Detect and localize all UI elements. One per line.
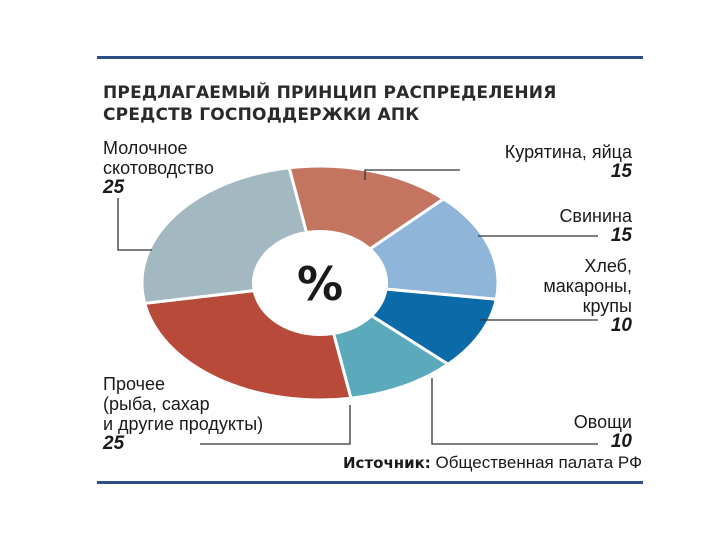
label-line: Прочее xyxy=(103,374,165,394)
leader-line xyxy=(200,405,351,445)
label-chicken-eggs: Курятина, яйца 15 xyxy=(505,142,632,182)
label-line: Свинина xyxy=(559,206,632,226)
label-line: крупы xyxy=(582,296,632,316)
label-line: Овощи xyxy=(573,412,632,432)
value-label: 10 xyxy=(610,431,632,452)
label-line: Хлеб, xyxy=(584,256,632,276)
label-line: (рыба, сахар xyxy=(103,394,210,414)
leader-line xyxy=(364,169,460,180)
label-line: скотоводство xyxy=(103,158,214,178)
chart-title: Предлагаемый принцип распределения средс… xyxy=(103,82,643,126)
bottom-rule xyxy=(97,481,643,484)
label-line: Молочное xyxy=(103,138,188,158)
label-line: макароны, xyxy=(543,276,632,296)
source-text: Общественная палата РФ xyxy=(435,453,642,472)
label-line: и другие продукты) xyxy=(103,414,264,434)
center-label: % xyxy=(297,257,343,311)
chart-title-line: Предлагаемый принцип распределения xyxy=(103,83,557,103)
label-line: Курятина, яйца xyxy=(504,142,632,162)
leader-line xyxy=(431,378,598,445)
source-line: Источник: Общественная палата РФ xyxy=(343,453,642,473)
label-vegetables: Овощи 10 xyxy=(574,412,632,452)
label-other: Прочее (рыба, сахар и другие продукты) 2… xyxy=(103,374,263,454)
top-rule xyxy=(97,56,643,59)
value-label: 25 xyxy=(103,433,125,454)
label-bread-pasta-grains: Хлеб, макароны, крупы 10 xyxy=(543,256,632,336)
value-label: 10 xyxy=(610,315,632,336)
value-label: 15 xyxy=(610,225,632,246)
leader-line xyxy=(117,198,152,251)
value-label: 15 xyxy=(610,161,632,182)
source-label: Источник: xyxy=(343,454,431,472)
chart-title-line: средств господдержки АПК xyxy=(103,105,420,125)
value-label: 25 xyxy=(103,177,125,198)
label-pork: Свинина 15 xyxy=(559,206,632,246)
donut-hole xyxy=(252,230,388,336)
label-milk: Молочное скотоводство 25 xyxy=(103,138,214,198)
